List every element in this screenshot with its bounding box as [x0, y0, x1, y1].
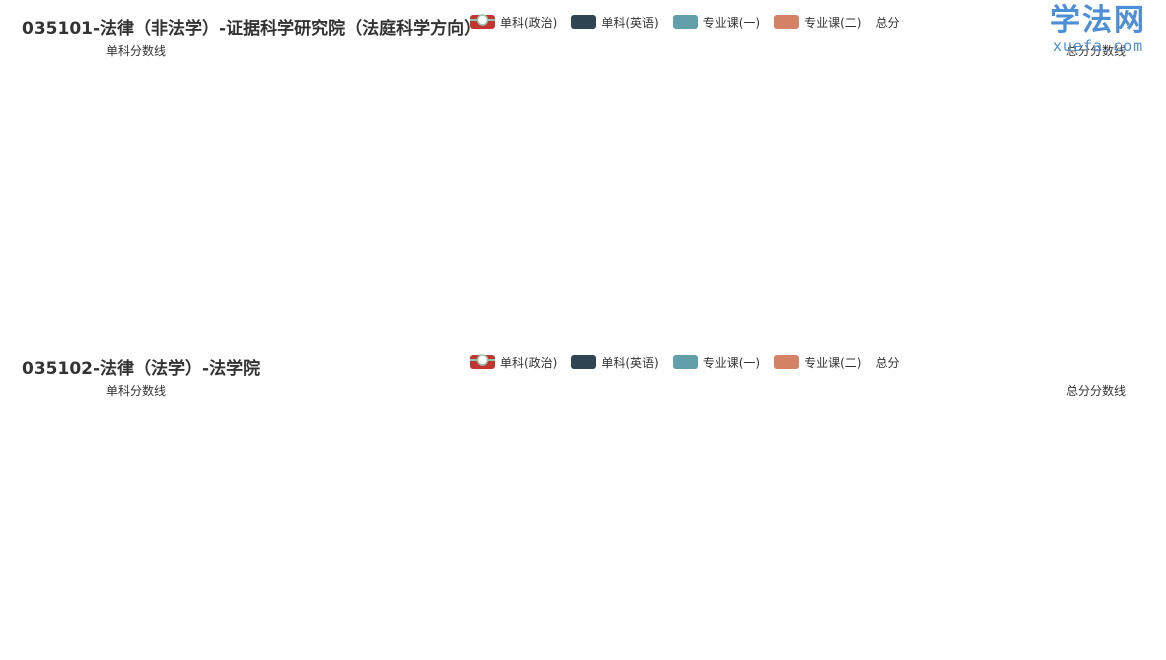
legend-label: 专业课(二)	[804, 355, 862, 370]
legend-label: 单科(政治)	[500, 355, 558, 370]
legend-item[interactable]: 专业课(一)	[672, 14, 761, 31]
legend-item[interactable]: 专业课(二)	[774, 354, 862, 371]
legend-line-circle-icon: 30 分80 分120 分250 分300 分350 分400 分2016年20…	[470, 14, 495, 26]
chart-legend: 单科(政治) 单科(英语) 专业课(一) 专业课(二) 30 分80 分120 分250…	[470, 353, 914, 371]
legend-item[interactable]: 30 分80 分120 分250 分300 分350 分400 分2016年20…	[470, 14, 900, 31]
legend-swatch	[672, 355, 698, 369]
chart-panel-2: 035102-法律（法学）-法学院 单科(政治) 单科(英语) 专业课(一) 专业课(…	[0, 340, 1166, 660]
left-axis-title: 单科分数线	[106, 44, 167, 58]
chart-plot-area	[0, 340, 1166, 660]
legend-label: 专业课(一)	[702, 355, 761, 370]
legend-label: 单科(英语)	[601, 15, 659, 30]
legend-item[interactable]: 单科(英语)	[571, 354, 659, 371]
left-axis-title: 单科分数线	[106, 384, 167, 398]
right-axis-title: 总分分数线	[1066, 44, 1127, 58]
legend-swatch	[774, 15, 800, 29]
legend-swatch	[672, 15, 698, 29]
legend-label: 总分	[875, 15, 900, 30]
legend-label: 单科(英语)	[601, 355, 659, 370]
legend-item[interactable]: 专业课(一)	[672, 354, 761, 371]
legend-swatch	[774, 355, 800, 369]
right-axis-title: 总分分数线	[1066, 384, 1127, 398]
legend-label: 单科(政治)	[500, 15, 558, 30]
chart-plot-area	[0, 0, 1166, 320]
chart-title: 035101-法律（非法学）-证据科学研究院（法庭科学方向）	[22, 19, 482, 39]
legend-swatch	[571, 355, 597, 369]
legend-item[interactable]: 单科(政治)	[470, 354, 557, 371]
legend-swatch	[571, 15, 597, 29]
legend-line-circle-icon: 30 分80 分120 分250 分300 分350 分400 分2016年20…	[470, 354, 495, 366]
legend-label: 专业课(一)	[702, 15, 761, 30]
legend-item[interactable]: 专业课(二)	[774, 14, 862, 31]
chart-legend: 单科(政治) 单科(英语) 专业课(一) 专业课(二) 30 分80 分120 分250…	[470, 13, 914, 31]
chart-panel-1: 035101-法律（非法学）-证据科学研究院（法庭科学方向） 单科(政治) 单科(…	[0, 0, 1166, 320]
legend-item[interactable]: 30 分80 分120 分250 分300 分350 分400 分2016年20…	[470, 354, 900, 371]
legend-item[interactable]: 单科(英语)	[571, 14, 659, 31]
legend-label: 专业课(二)	[804, 15, 862, 30]
legend-label: 总分	[875, 355, 900, 370]
chart-title: 035102-法律（法学）-法学院	[22, 359, 261, 379]
